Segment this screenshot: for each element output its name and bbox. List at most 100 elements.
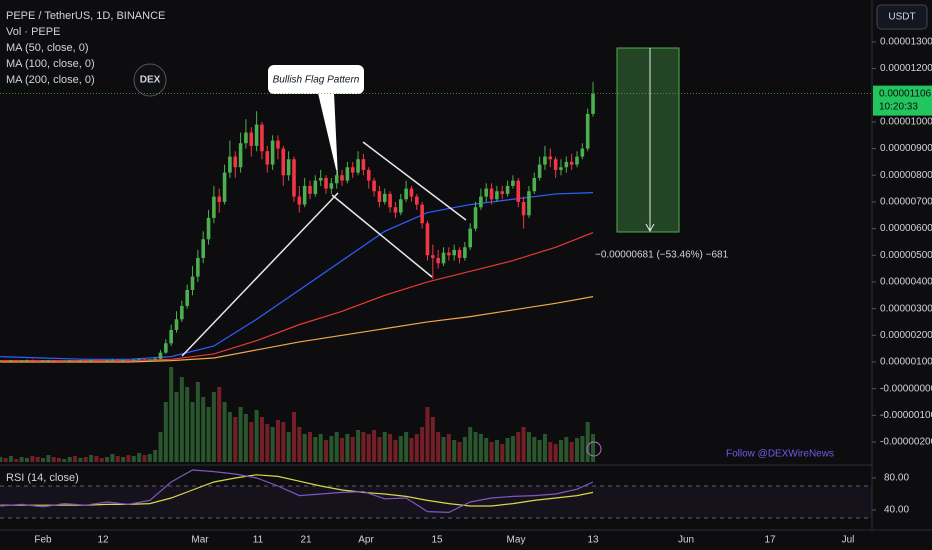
rsi-group <box>0 469 594 514</box>
logo-circle <box>133 63 167 97</box>
volume-bar <box>227 412 232 462</box>
watermark: Follow @DEXWireNews <box>726 449 834 460</box>
volume-bar <box>153 450 158 462</box>
y-tick-label: 0.00000800 <box>880 170 932 181</box>
volume-bar <box>8 456 13 462</box>
volume-bar <box>334 432 339 462</box>
candle-body <box>505 185 510 194</box>
last-price-label: 0.00001106 <box>879 88 932 99</box>
volume-bar <box>526 432 531 462</box>
currency-button[interactable] <box>876 4 928 30</box>
currency[interactable]: USDT <box>888 12 915 23</box>
candle-body <box>521 201 526 216</box>
candle-body <box>436 257 440 264</box>
candle-body <box>180 305 184 320</box>
candle-body <box>121 360 125 362</box>
flag-upper <box>362 141 467 221</box>
volume-bar <box>147 454 152 462</box>
candle-body <box>174 319 179 330</box>
volume-bar <box>259 417 264 462</box>
measure-arrow-head <box>645 223 655 233</box>
candle-body <box>361 159 366 170</box>
rsi-legend: RSI (14, close) <box>6 472 79 484</box>
candle-body <box>286 159 291 176</box>
candle-body <box>484 188 489 197</box>
candle-body <box>260 124 264 152</box>
volume-bar <box>420 427 425 462</box>
candle-body <box>473 207 478 229</box>
x-tick-label: Jun <box>678 535 694 546</box>
y-tick-label: 0.00000300 <box>880 303 932 314</box>
candle-body <box>185 289 189 306</box>
symbol-title: PEPE / TetherUS, 1D, BINANCE <box>6 10 165 22</box>
ma-line <box>0 296 594 363</box>
candle-body <box>265 151 270 165</box>
volume-bar <box>329 436 334 462</box>
candle-body <box>57 360 61 362</box>
candle-body <box>500 191 505 194</box>
y-tick-label: 0.00000200 <box>880 330 932 341</box>
candle-body <box>190 276 195 290</box>
volume-bar <box>94 456 99 462</box>
volume-bar <box>361 432 366 462</box>
volume-bar <box>35 457 40 462</box>
volume-bar <box>414 434 419 462</box>
volume-legend: Vol · PEPE <box>6 26 60 38</box>
candle-body <box>420 204 424 224</box>
volume-bar <box>3 458 8 462</box>
candle-body <box>366 169 371 181</box>
candle-body <box>35 360 40 362</box>
candle-body <box>415 196 419 205</box>
y-tick-label: -0.00000100 <box>880 410 932 421</box>
candle-body <box>0 360 3 362</box>
volume-bar <box>468 427 473 462</box>
volume-bar <box>313 437 318 462</box>
volume-bar <box>126 455 131 462</box>
candle-body <box>329 183 334 189</box>
volume-bar <box>142 455 147 462</box>
volume-bar <box>297 427 302 462</box>
volume-bar <box>174 392 179 462</box>
candle-body <box>580 148 585 157</box>
ma-group <box>0 191 594 363</box>
candle-body <box>142 359 147 361</box>
candle-body <box>14 360 19 362</box>
volume-bar <box>425 407 430 462</box>
candle-body <box>249 132 254 146</box>
volume-bar <box>308 432 312 462</box>
candle-body <box>46 360 51 362</box>
candle-body <box>537 164 542 178</box>
volume-bar <box>494 440 499 462</box>
candle-body <box>115 359 120 361</box>
volume-bar <box>404 432 409 462</box>
volume-bar <box>185 387 190 462</box>
volume-bar <box>340 438 345 462</box>
last-price-box <box>873 85 932 116</box>
volume-bar <box>73 456 78 462</box>
volume-bar <box>158 432 163 462</box>
candle-body <box>468 228 472 248</box>
candle-body <box>19 360 24 362</box>
candle-body <box>495 191 499 200</box>
candle-body <box>99 360 104 362</box>
candle-body <box>457 249 462 258</box>
candle-body <box>158 352 163 359</box>
volume-bar <box>537 440 542 462</box>
callout-text: Bullish Flag Pattern <box>273 75 360 86</box>
volume-bar <box>398 436 403 462</box>
volume-bar <box>201 397 206 462</box>
y-tick-label: 0.00001200 <box>880 63 932 74</box>
volume-bar <box>366 434 371 462</box>
axes: 0.00001300 0.00001200 0.00001000 0.00000900… <box>34 37 932 546</box>
volume-bar <box>222 402 227 462</box>
volume-bar <box>372 430 377 462</box>
volume-bar <box>78 458 83 462</box>
flag-pole <box>181 192 339 357</box>
candle-body <box>404 188 408 200</box>
candle-body <box>89 360 93 362</box>
volume-bar <box>195 382 200 462</box>
logo: DEX <box>140 75 161 86</box>
volume-bar <box>190 402 195 462</box>
volume-bar <box>0 457 3 462</box>
volume-bar <box>302 434 307 462</box>
